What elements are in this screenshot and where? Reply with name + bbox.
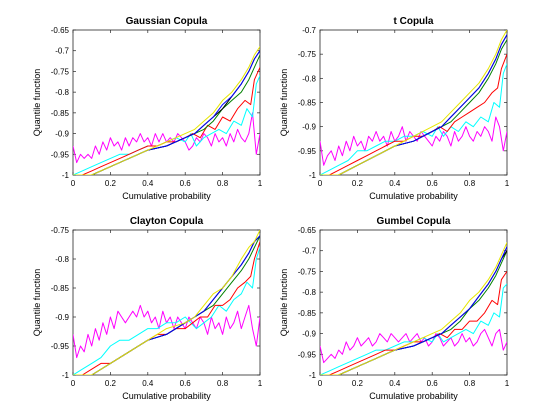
y-axis-label: Quantile function [279,69,289,137]
y-tick-label: -0.9 [302,123,316,132]
y-tick-label: -0.9 [302,330,316,339]
x-tick-label: 0.2 [105,179,117,188]
x-axis-label: Cumulative probability [369,191,458,201]
x-axis-label: Cumulative probability [369,391,458,401]
y-tick-label: -0.8 [55,255,69,264]
x-axis-label: Cumulative probability [122,191,211,201]
series-line-2 [320,283,507,375]
x-axis-label: Cumulative probability [122,391,211,401]
chart-title: t Copula [394,16,434,27]
plot-area [319,29,508,176]
x-tick-label: 0 [71,179,76,188]
x-tick-label: 0.4 [142,379,154,388]
y-tick-label: -0.7 [55,47,69,56]
x-tick-label: 1 [505,379,510,388]
y-tick-label: -0.8 [302,74,316,83]
y-tick-label: -0.7 [302,26,316,35]
y-tick-label: -0.95 [298,350,317,359]
series-line-3 [73,241,260,375]
series-group [73,46,260,175]
x-tick-label: 1 [258,379,263,388]
y-tick-label: -1 [62,171,70,180]
x-tick-label: 0.2 [105,379,117,388]
y-tick-label: -0.7 [302,247,316,256]
y-tick-label: -0.95 [51,342,70,351]
y-tick-label: -0.75 [51,226,70,235]
y-tick-label: -0.95 [51,150,70,159]
series-line-2 [320,63,507,175]
subplot-2: 0 0.2 0.4 0.6 0.8 1 -1 -0.95 -0.9 -0.85 -0.8 -0.75 -… [279,16,510,201]
y-tick-label: -1 [62,371,70,380]
chart-title: Clayton Copula [130,216,204,227]
y-tick-label: -0.65 [51,26,70,35]
x-tick-label: 0.4 [389,379,401,388]
y-axis-label: Quantile function [32,269,42,337]
series-line-7 [73,230,260,375]
y-tick-label: -0.75 [298,50,317,59]
x-tick-label: 1 [505,179,510,188]
chart-title: Gaussian Copula [126,16,208,27]
series-line-7 [320,30,507,175]
series-line-7 [320,242,507,375]
series-line-1 [320,328,507,364]
series-group [320,242,507,375]
y-tick-label: -0.85 [51,109,70,118]
x-tick-label: 0 [71,379,76,388]
y-tick-label: -0.95 [298,147,317,156]
series-group [320,30,507,175]
subplot-1: 0 0.2 0.4 0.6 0.8 1 -1 -0.95 -0.9 -0.85 -0.8 -0.75 -… [32,16,263,201]
y-tick-label: -0.9 [55,130,69,139]
x-tick-label: 0.6 [180,379,192,388]
plot-area [72,29,261,176]
y-tick-label: -0.9 [55,313,69,322]
series-line-2 [73,75,260,175]
subplot-4: 0 0.2 0.4 0.6 0.8 1 -1 -0.95 -0.9 -0.85 -0.8 -0.75 -… [279,216,510,401]
x-tick-label: 0.8 [464,379,476,388]
y-axis-label: Quantile function [32,69,42,137]
x-tick-label: 0 [318,179,323,188]
x-tick-label: 0.4 [142,179,154,188]
y-tick-label: -0.85 [298,99,317,108]
y-axis-label: Quantile function [279,269,289,337]
x-tick-label: 0.2 [352,179,364,188]
x-tick-label: 0.6 [427,179,439,188]
x-tick-label: 0.2 [352,379,364,388]
y-tick-label: -0.75 [51,67,70,76]
x-tick-label: 0.8 [217,379,229,388]
chart-title: Gumbel Copula [377,216,451,227]
y-tick-label: -0.8 [55,88,69,97]
x-tick-label: 0.4 [389,179,401,188]
plot-area [319,229,508,376]
x-tick-label: 0 [318,379,323,388]
series-line-7 [73,46,260,175]
y-tick-label: -0.75 [298,267,317,276]
series-line-2 [73,247,260,375]
x-tick-label: 1 [258,179,263,188]
subplot-3: 0 0.2 0.4 0.6 0.8 1 -1 -0.95 -0.9 -0.85 -0.8 -0.75 C… [32,216,263,401]
y-tick-label: -0.85 [298,309,317,318]
series-group [73,230,260,375]
y-tick-label: -1 [309,371,317,380]
y-tick-label: -0.85 [51,284,70,293]
y-tick-label: -0.65 [298,226,317,235]
x-tick-label: 0.8 [217,179,229,188]
x-tick-label: 0.6 [427,379,439,388]
y-tick-label: -1 [309,171,317,180]
x-tick-label: 0.6 [180,179,192,188]
y-tick-label: -0.8 [302,288,316,297]
x-tick-label: 0.8 [464,179,476,188]
plot-area [72,229,261,376]
